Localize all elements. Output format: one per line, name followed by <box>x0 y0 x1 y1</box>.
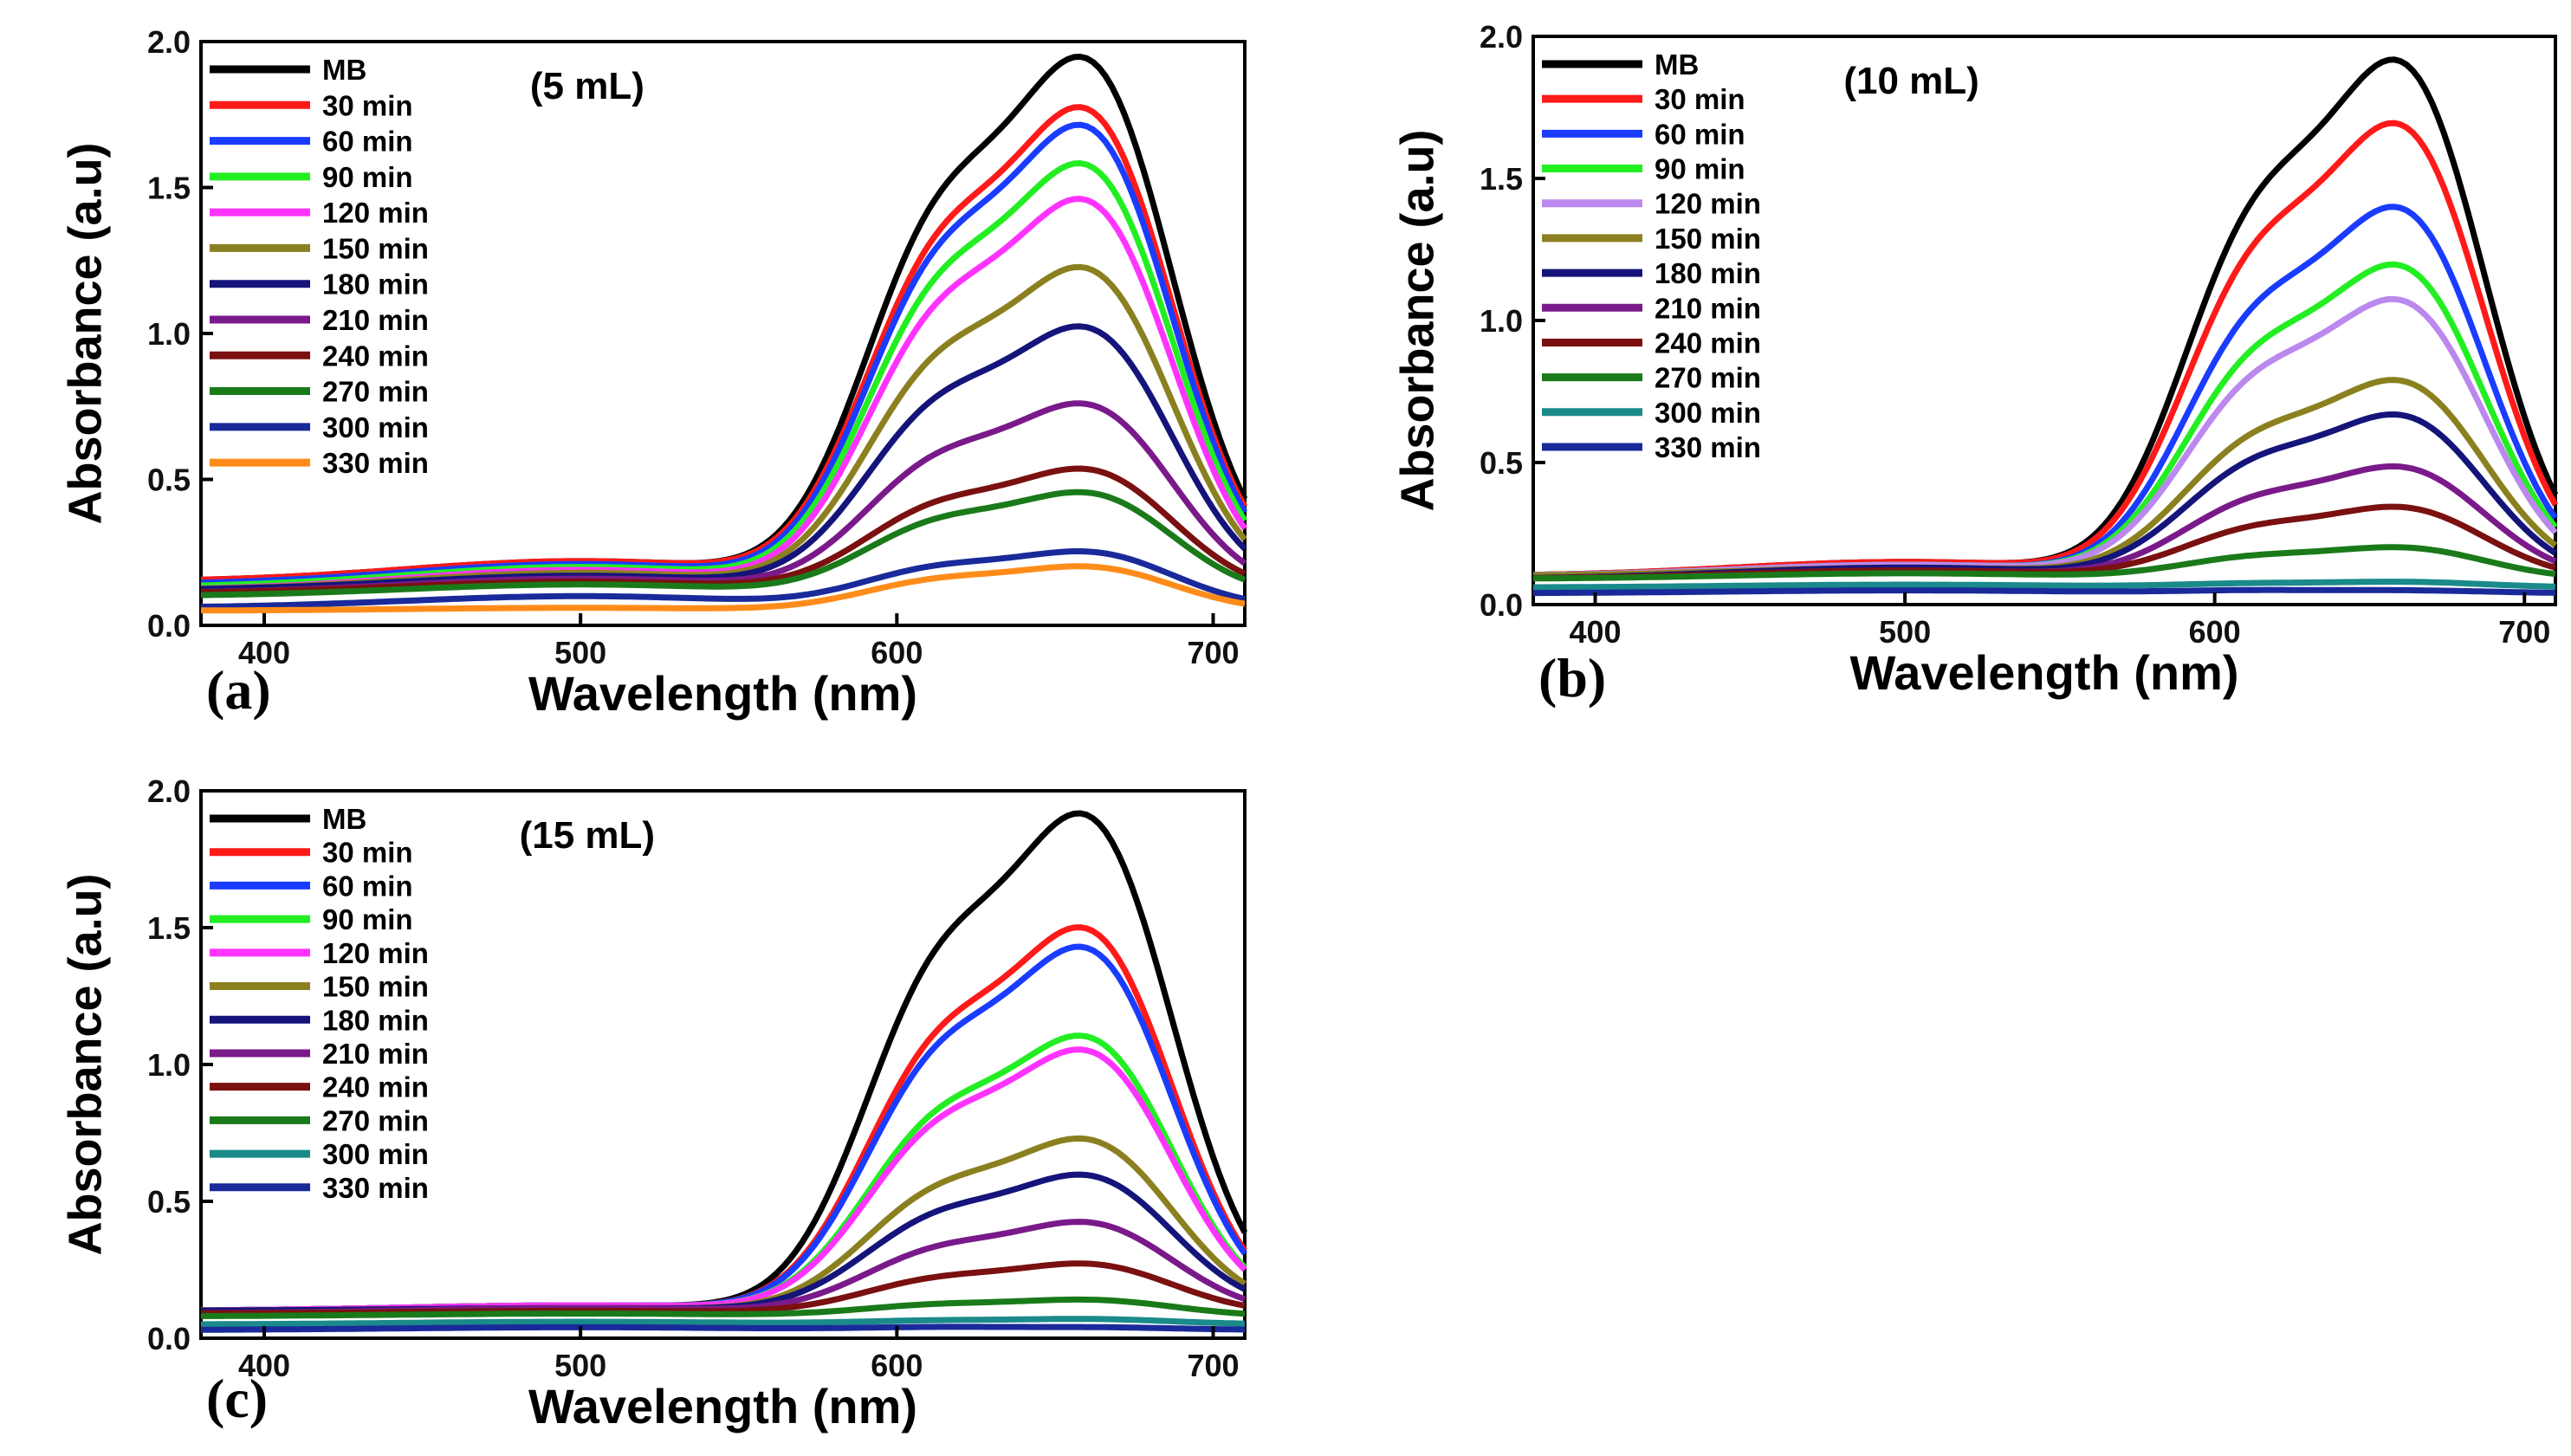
panel-2: 400 500 600 700 0.0 0.5 1.0 1.5 2.0 Wavelength (n… <box>1391 19 2559 709</box>
legend-label: MB <box>1655 49 1699 81</box>
legend-label: 180 min <box>1655 257 1761 289</box>
y-tick-label: 0.5 <box>147 463 191 498</box>
y-tick-label: 1.0 <box>1480 303 1523 339</box>
legend-label: 30 min <box>1655 83 1745 115</box>
legend-label: MB <box>322 803 366 835</box>
legend-label: 300 min <box>322 1138 429 1170</box>
legend-label: 210 min <box>1655 292 1761 324</box>
x-axis-label: Wavelength (nm) <box>528 666 917 721</box>
chart-title: (10 mL) <box>1843 60 1978 102</box>
x-tick-label: 500 <box>1879 614 1931 650</box>
y-tick-label: 0.0 <box>147 1321 191 1356</box>
x-tick-label: 600 <box>871 1348 923 1383</box>
y-tick-label: 1.5 <box>147 910 191 946</box>
legend-label: 240 min <box>1655 327 1761 359</box>
y-tick-label: 0.0 <box>1480 587 1523 623</box>
legend-label: 150 min <box>322 971 429 1003</box>
legend-label: MB <box>322 54 366 86</box>
y-axis-label: Absorbance (a.u) <box>59 873 111 1255</box>
panel-label: (a) <box>206 659 271 721</box>
legend-label: 330 min <box>322 1172 429 1204</box>
chart-title: (5 mL) <box>530 65 644 107</box>
y-tick-label: 1.5 <box>147 171 191 206</box>
x-tick-label: 500 <box>554 635 606 670</box>
x-tick-label: 600 <box>871 635 923 670</box>
y-tick-label: 2.0 <box>1480 19 1523 55</box>
y-tick-label: 0.0 <box>147 608 191 644</box>
legend-label: 330 min <box>322 447 429 479</box>
legend-label: 30 min <box>322 89 413 121</box>
series-line-270-min <box>1532 544 2556 582</box>
legend-label: 30 min <box>322 837 413 869</box>
legend-label: 300 min <box>322 411 429 443</box>
legend-label: 240 min <box>322 340 429 372</box>
legend-label: 150 min <box>322 232 429 264</box>
legend-label: 210 min <box>322 304 429 336</box>
panel-3: 400 500 600 700 0.0 0.5 1.0 1.5 2.0 Wavelength (n… <box>59 773 1248 1433</box>
x-tick-label: 600 <box>2189 614 2241 650</box>
x-tick-label: 700 <box>1187 1348 1239 1383</box>
x-tick-label: 500 <box>554 1348 606 1383</box>
chart-title: (15 mL) <box>520 814 655 857</box>
legend-label: 60 min <box>1655 118 1745 150</box>
y-axis-label: Absorbance (a.u) <box>59 142 111 524</box>
y-tick-label: 0.5 <box>147 1184 191 1220</box>
legend-label: 180 min <box>322 1004 429 1036</box>
panel-1: 400 500 600 700 0.0 0.5 1.0 1.5 2.0 Wavelength (n… <box>59 24 1248 721</box>
y-tick-label: 2.0 <box>147 24 191 60</box>
legend-label: 90 min <box>322 161 413 193</box>
series-line-330-min <box>201 563 1246 614</box>
legend-label: 330 min <box>1655 431 1761 463</box>
y-tick-label: 0.5 <box>1480 445 1523 481</box>
legend-label: 60 min <box>322 870 413 902</box>
x-axis-label: Wavelength (nm) <box>1849 645 2238 700</box>
legend-label: 270 min <box>322 1104 429 1136</box>
legend-label: 120 min <box>1655 188 1761 220</box>
x-tick-label: 400 <box>1569 614 1621 650</box>
x-tick-label: 400 <box>238 1348 290 1383</box>
series-line-300-min <box>200 548 1246 610</box>
y-tick-label: 1.0 <box>147 1047 191 1083</box>
series-line-330-min <box>1533 586 2556 597</box>
legend-label: 210 min <box>322 1038 429 1070</box>
legend-label: 300 min <box>1655 397 1761 429</box>
series-line-300-min <box>1533 579 2556 591</box>
legend-label: 150 min <box>1655 223 1761 255</box>
legend-label: 240 min <box>322 1071 429 1103</box>
y-tick-label: 1.5 <box>1480 161 1523 197</box>
panel-label: (b) <box>1538 647 1606 709</box>
series-line-300-min <box>201 1316 1246 1328</box>
series-line-270-min <box>200 489 1247 599</box>
legend-label: 90 min <box>1655 153 1745 185</box>
legend-label: 120 min <box>322 197 429 229</box>
series-line-270-min <box>201 1296 1246 1319</box>
x-axis-label: Wavelength (nm) <box>528 1379 917 1433</box>
legend-label: 270 min <box>322 376 429 408</box>
x-tick-label: 700 <box>1187 635 1239 670</box>
x-tick-label: 400 <box>238 635 290 670</box>
y-tick-label: 1.0 <box>147 316 191 352</box>
legend-label: 60 min <box>322 126 413 158</box>
x-tick-label: 700 <box>2498 614 2550 650</box>
legend-label: 180 min <box>322 269 429 301</box>
panel-label: (c) <box>206 1368 268 1429</box>
legend-label: 120 min <box>322 937 429 969</box>
y-tick-label: 2.0 <box>147 773 191 809</box>
series-line-330-min <box>201 1323 1246 1333</box>
y-axis-label: Absorbance (a.u) <box>1391 129 1443 511</box>
legend-label: 270 min <box>1655 362 1761 394</box>
legend-label: 90 min <box>322 903 413 935</box>
